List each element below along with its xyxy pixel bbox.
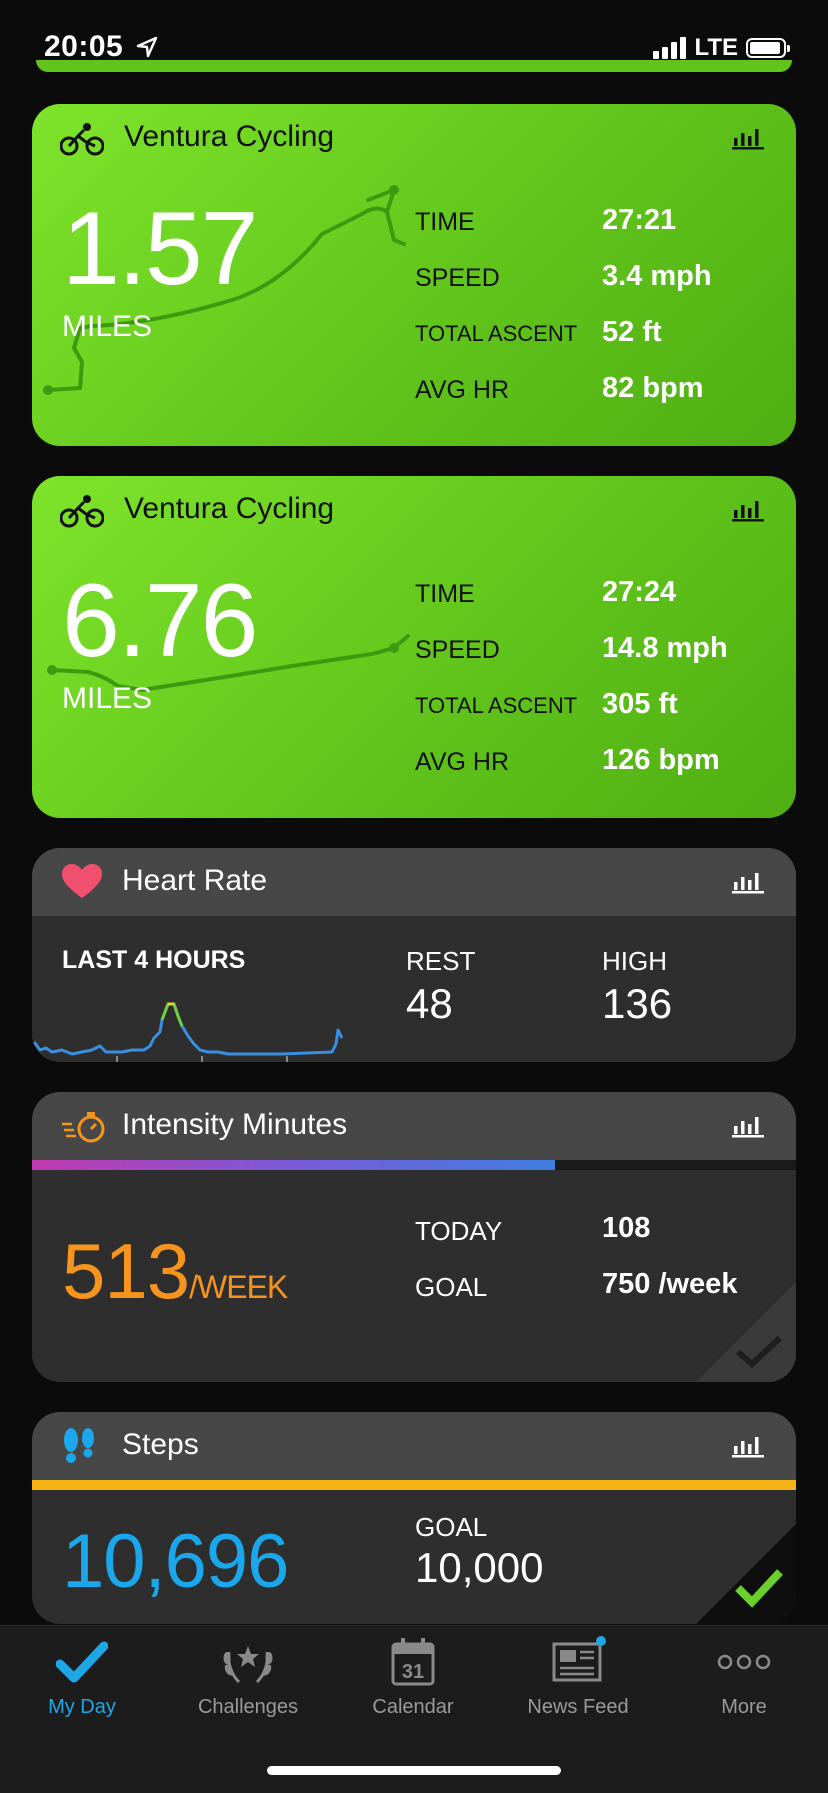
intensity-unit: /WEEK	[189, 1269, 288, 1305]
intensity-progress-track	[32, 1160, 796, 1170]
intensity-value: 513	[62, 1227, 190, 1315]
bike-icon	[60, 123, 104, 156]
home-indicator[interactable]	[267, 1766, 561, 1775]
activity-title: Ventura Cycling	[124, 492, 335, 525]
high-value: 136	[602, 980, 673, 1027]
activity-card[interactable]: Ventura Cycling 1.57 MILES TIME 27:21 SP…	[32, 104, 796, 446]
tab-label: My Day	[48, 1696, 116, 1718]
stat-label-time: TIME	[415, 580, 475, 608]
stat-label-avg-hr: AVG HR	[415, 376, 509, 404]
checkmark-icon	[56, 1641, 108, 1683]
intensity-progress-fill	[32, 1160, 555, 1170]
stat-label-avg-hr: AVG HR	[415, 748, 509, 776]
route-map-trace	[43, 185, 406, 395]
bar-chart-icon[interactable]	[732, 498, 764, 522]
heart-rate-card[interactable]: Heart Rate LAST 4 HOURS REST 48 HIGH 136	[32, 848, 796, 1062]
goal-label: GOAL	[415, 1512, 488, 1542]
tab-calendar[interactable]: 31 Calendar	[333, 1626, 493, 1746]
stat-value-time: 27:24	[602, 576, 677, 608]
bar-chart-icon[interactable]	[732, 870, 764, 894]
stat-label-ascent: TOTAL ASCENT	[415, 693, 578, 718]
route-map-trace	[47, 634, 410, 692]
goal-corner-check-icon	[696, 1524, 796, 1624]
heart-icon	[62, 864, 102, 898]
notification-dot	[596, 1636, 606, 1646]
stat-value-ascent: 52 ft	[602, 316, 662, 348]
stat-value-avg-hr: 126 bpm	[602, 744, 720, 776]
status-time: 20:05	[44, 30, 158, 64]
steps-progress-bar	[32, 1480, 796, 1490]
calendar-icon: 31	[391, 1638, 435, 1686]
tab-news-feed[interactable]: News Feed	[498, 1626, 658, 1746]
stat-label-time: TIME	[415, 208, 475, 236]
card-header: Steps	[32, 1412, 796, 1480]
stat-value-speed: 3.4 mph	[602, 260, 712, 292]
today-label: TODAY	[415, 1216, 503, 1246]
intensity-minutes-card[interactable]: Intensity Minutes 513/WEEK TODAY 108 GOA…	[32, 1092, 796, 1382]
carrier-label: LTE	[694, 34, 738, 61]
tab-label: Calendar	[372, 1696, 454, 1718]
heart-rate-sparkline	[32, 1002, 344, 1062]
card-title: Intensity Minutes	[122, 1108, 348, 1141]
card-title: Steps	[122, 1428, 199, 1461]
tab-challenges[interactable]: Challenges	[168, 1626, 328, 1746]
bottom-tab-bar: My Day Challenges 31 Calendar News F	[0, 1625, 828, 1793]
tab-label: More	[721, 1696, 767, 1718]
signal-icon	[653, 37, 687, 59]
tab-label: News Feed	[527, 1696, 629, 1718]
status-indicators: LTE	[653, 34, 790, 62]
card-header: Heart Rate	[32, 848, 796, 916]
newspaper-icon	[552, 1636, 606, 1682]
bar-chart-icon[interactable]	[732, 1434, 764, 1458]
goal-label: GOAL	[415, 1272, 488, 1302]
card-header: Intensity Minutes	[32, 1092, 796, 1160]
goal-value: 10,000	[415, 1544, 544, 1591]
calendar-day: 31	[402, 1661, 424, 1683]
card-title: Heart Rate	[122, 864, 268, 897]
battery-icon	[746, 38, 790, 58]
previous-card-edge	[36, 60, 792, 72]
activity-distance-unit: MILES	[62, 310, 153, 343]
activity-distance: 6.76	[62, 563, 258, 679]
activity-distance-unit: MILES	[62, 682, 153, 715]
rest-label: REST	[406, 946, 476, 976]
stat-value-speed: 14.8 mph	[602, 632, 728, 664]
tab-my-day[interactable]: My Day	[2, 1626, 162, 1746]
activity-distance: 1.57	[62, 191, 258, 307]
goal-corner-check-icon	[696, 1282, 796, 1382]
activity-title: Ventura Cycling	[124, 120, 335, 153]
tab-label: Challenges	[197, 1696, 299, 1718]
bar-chart-icon[interactable]	[732, 1114, 764, 1138]
intensity-total: 513/WEEK	[62, 1226, 288, 1317]
goal-value: 750 /week	[602, 1268, 738, 1300]
stat-value-avg-hr: 82 bpm	[602, 372, 704, 404]
today-value: 108	[602, 1212, 651, 1244]
bike-icon	[60, 495, 104, 528]
stat-label-ascent: TOTAL ASCENT	[415, 321, 578, 346]
stat-value-time: 27:21	[602, 204, 677, 236]
activity-card[interactable]: Ventura Cycling 6.76 MILES TIME 27:24 SP…	[32, 476, 796, 818]
laurel-icon	[223, 1646, 273, 1684]
more-icon	[717, 1654, 771, 1670]
location-arrow-icon	[136, 36, 158, 58]
stat-value-ascent: 305 ft	[602, 688, 678, 720]
bar-chart-icon[interactable]	[732, 126, 764, 150]
footprints-icon	[64, 1428, 94, 1463]
stopwatch-icon	[62, 1112, 105, 1143]
tab-more[interactable]: More	[664, 1626, 824, 1746]
steps-value: 10,696	[62, 1519, 289, 1604]
steps-card[interactable]: Steps 10,696 GOAL 10,000	[32, 1412, 796, 1624]
high-label: HIGH	[602, 946, 667, 976]
period-label: LAST 4 HOURS	[62, 946, 246, 974]
rest-value: 48	[406, 980, 453, 1027]
clock-text: 20:05	[44, 30, 124, 63]
stat-label-speed: SPEED	[415, 636, 500, 664]
stat-label-speed: SPEED	[415, 264, 500, 292]
